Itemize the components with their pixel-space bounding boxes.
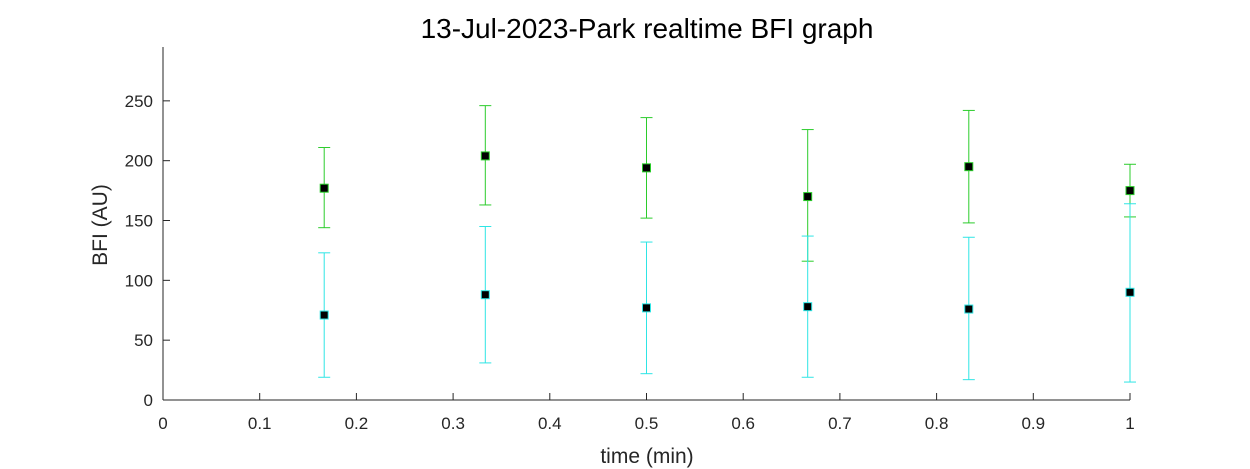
x-tick-label: 0.6 [731, 414, 755, 433]
x-tick-label: 1 [1125, 414, 1134, 433]
data-point-marker [480, 151, 490, 161]
data-point-marker [319, 183, 329, 193]
y-tick-label: 50 [134, 331, 153, 350]
y-axis-label: BFI (AU) [89, 184, 112, 266]
y-tick-label: 150 [125, 212, 153, 231]
data-point-marker [642, 163, 651, 173]
x-tick-label: 0.9 [1021, 414, 1045, 433]
data-point-marker [1125, 186, 1135, 196]
x-axis-label: time (min) [600, 445, 693, 468]
x-tick-label: 0.4 [538, 414, 562, 433]
data-point-marker [964, 162, 974, 172]
chart-title: 13-Jul-2023-Park realtime BFI graph [421, 13, 874, 44]
data-point-marker [803, 192, 813, 202]
data-series [318, 105, 1136, 262]
y-tick-label: 250 [125, 92, 153, 111]
data-point-marker [480, 290, 490, 300]
x-tick-label: 0.8 [925, 414, 949, 433]
y-tick-label: 200 [125, 152, 153, 171]
data-point-marker [964, 304, 974, 314]
x-tick-label: 0.1 [248, 414, 272, 433]
x-ticks: 0 0.1 0.2 0.3 0.4 0.5 0.6 0.7 0.8 0.9 1 [158, 393, 1135, 433]
data-point-marker [642, 303, 651, 313]
data-point-marker [319, 310, 329, 320]
y-tick-label: 100 [125, 271, 153, 290]
x-tick-label: 0.5 [635, 414, 659, 433]
y-tick-label: 0 [144, 391, 153, 410]
data-point-marker [803, 302, 813, 312]
x-tick-label: 0.3 [441, 414, 465, 433]
x-tick-label: 0.7 [828, 414, 852, 433]
y-ticks: 0 50 100 150 200 250 [125, 92, 170, 410]
x-tick-label: 0.2 [345, 414, 369, 433]
series [318, 105, 1136, 383]
data-point-marker [1125, 287, 1135, 297]
x-tick-label: 0 [158, 414, 167, 433]
data-series [318, 203, 1136, 383]
